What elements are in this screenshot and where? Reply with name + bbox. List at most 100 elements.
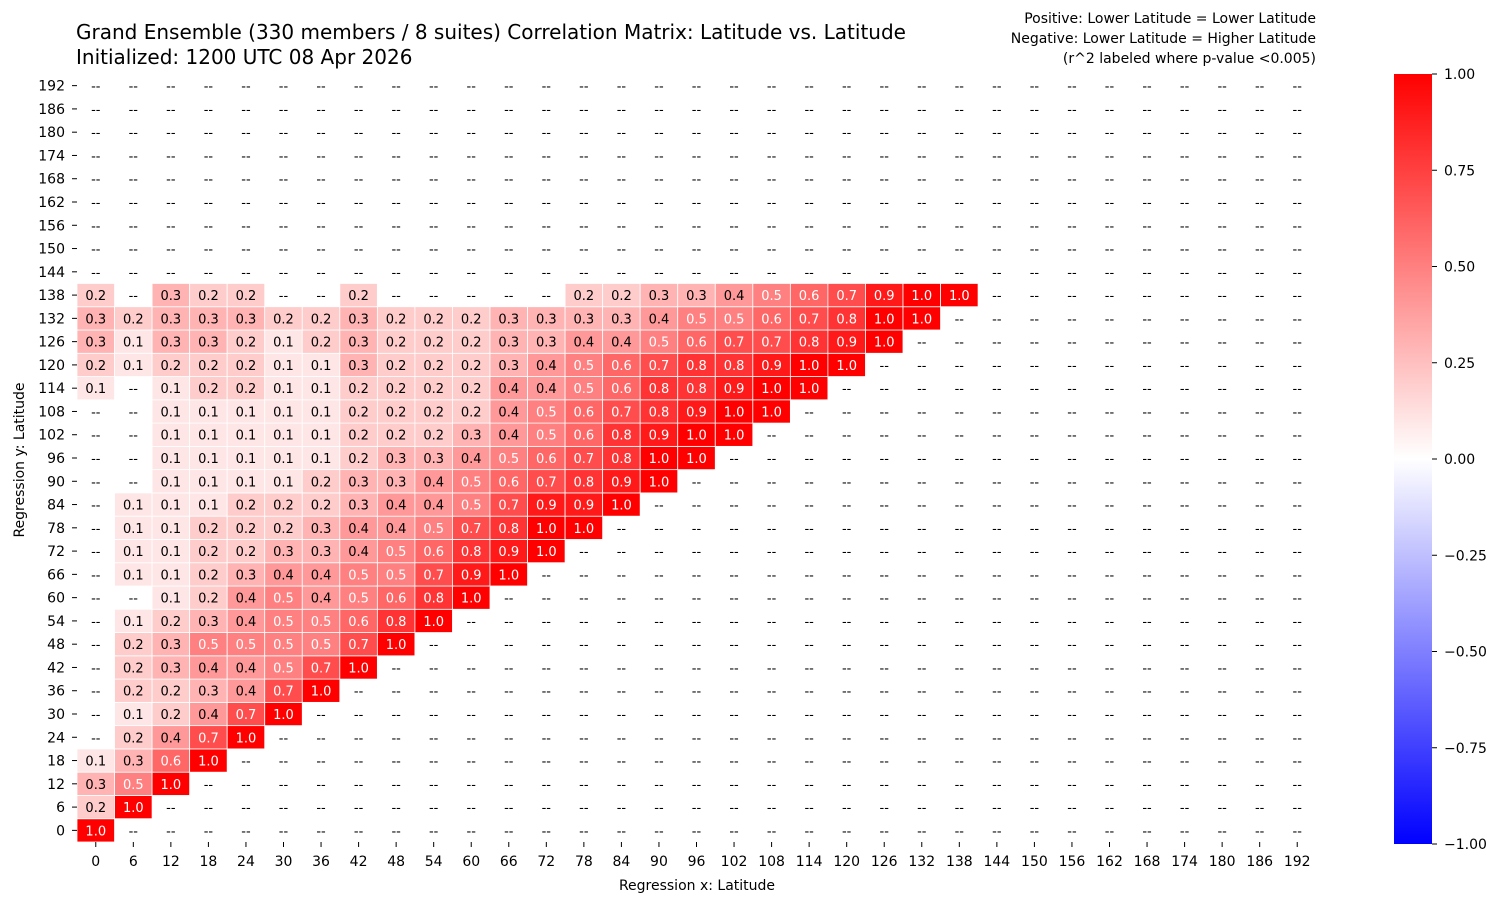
cell-missing-label: -- <box>91 615 101 630</box>
cell-missing-label: -- <box>279 196 289 211</box>
cell-missing-label: -- <box>429 685 439 700</box>
cell-missing-label: -- <box>617 801 627 816</box>
cell-value-label: 0.5 <box>348 592 369 607</box>
cell-missing-label: -- <box>1180 382 1190 397</box>
cell-missing-label: -- <box>917 545 927 560</box>
cell-missing-label: -- <box>1067 755 1077 770</box>
cell-missing-label: -- <box>1142 499 1152 514</box>
cell-missing-label: -- <box>1293 336 1303 351</box>
y-axis-label: Regression y: Latitude <box>12 382 28 537</box>
cell-missing-label: -- <box>391 219 401 234</box>
cell-value-label: 0.3 <box>649 289 670 304</box>
cell-missing-label: -- <box>129 452 139 467</box>
cell-value-label: 0.2 <box>161 359 182 374</box>
cell-missing-label: -- <box>1067 592 1077 607</box>
cell-missing-label: -- <box>1142 196 1152 211</box>
cell-value-label: 1.0 <box>536 545 557 560</box>
cell-missing-label: -- <box>617 80 627 95</box>
cell-missing-label: -- <box>504 243 514 258</box>
cell-missing-label: -- <box>1030 475 1040 490</box>
cell-missing-label: -- <box>917 755 927 770</box>
cell-missing-label: -- <box>880 405 890 420</box>
cell-missing-label: -- <box>1255 731 1265 746</box>
cell-missing-label: -- <box>129 475 139 490</box>
cell-missing-label: -- <box>1030 196 1040 211</box>
cell-value-label: 0.8 <box>686 382 707 397</box>
cell-missing-label: -- <box>1293 685 1303 700</box>
cell-missing-label: -- <box>1293 359 1303 374</box>
cell-missing-label: -- <box>1217 592 1227 607</box>
cell-missing-label: -- <box>542 126 552 141</box>
cell-missing-label: -- <box>617 731 627 746</box>
cell-missing-label: -- <box>804 592 814 607</box>
cell-missing-label: -- <box>917 103 927 118</box>
cell-missing-label: -- <box>729 592 739 607</box>
cell-missing-label: -- <box>1217 382 1227 397</box>
cell-missing-label: -- <box>1180 266 1190 281</box>
cell-missing-label: -- <box>617 568 627 583</box>
cell-missing-label: -- <box>129 382 139 397</box>
y-tick-label: 180 <box>38 125 65 141</box>
cell-missing-label: -- <box>767 219 777 234</box>
cell-missing-label: -- <box>1030 824 1040 839</box>
cell-value-label: 0.6 <box>161 755 182 770</box>
cell-value-label: 0.7 <box>311 661 332 676</box>
cell-missing-label: -- <box>1293 499 1303 514</box>
cell-missing-label: -- <box>316 708 326 723</box>
cell-missing-label: -- <box>992 312 1002 327</box>
cell-missing-label: -- <box>1180 638 1190 653</box>
cell-missing-label: -- <box>880 615 890 630</box>
cell-missing-label: -- <box>1030 731 1040 746</box>
cell-missing-label: -- <box>617 615 627 630</box>
cell-missing-label: -- <box>316 219 326 234</box>
cell-missing-label: -- <box>504 103 514 118</box>
cell-missing-label: -- <box>955 336 965 351</box>
cell-missing-label: -- <box>391 196 401 211</box>
cell-value-label: 0.5 <box>273 615 294 630</box>
cell-missing-label: -- <box>617 708 627 723</box>
cell-missing-label: -- <box>992 266 1002 281</box>
colorbar-tick-label: 0.75 <box>1444 163 1475 179</box>
cell-missing-label: -- <box>880 103 890 118</box>
cell-missing-label: -- <box>1030 708 1040 723</box>
cell-missing-label: -- <box>654 149 664 164</box>
cell-missing-label: -- <box>654 824 664 839</box>
cell-value-label: 1.0 <box>874 312 895 327</box>
cell-missing-label: -- <box>1293 708 1303 723</box>
cell-value-label: 1.0 <box>161 778 182 793</box>
cell-missing-label: -- <box>992 382 1002 397</box>
cell-missing-label: -- <box>91 499 101 514</box>
cell-missing-label: -- <box>880 499 890 514</box>
cell-missing-label: -- <box>1255 103 1265 118</box>
cell-missing-label: -- <box>467 103 477 118</box>
cell-value-label: 0.1 <box>123 568 144 583</box>
cell-value-label: 0.6 <box>348 615 369 630</box>
cell-missing-label: -- <box>1180 243 1190 258</box>
cell-missing-label: -- <box>992 243 1002 258</box>
cell-missing-label: -- <box>692 824 702 839</box>
cell-missing-label: -- <box>1255 359 1265 374</box>
cell-missing-label: -- <box>617 592 627 607</box>
cell-missing-label: -- <box>992 824 1002 839</box>
cell-missing-label: -- <box>1067 336 1077 351</box>
cell-missing-label: -- <box>1217 243 1227 258</box>
cell-missing-label: -- <box>504 126 514 141</box>
cell-missing-label: -- <box>467 801 477 816</box>
cell-missing-label: -- <box>729 522 739 537</box>
cell-value-label: 0.1 <box>311 405 332 420</box>
cell-missing-label: -- <box>429 778 439 793</box>
cell-missing-label: -- <box>542 661 552 676</box>
cell-missing-label: -- <box>429 708 439 723</box>
cell-value-label: 0.8 <box>686 359 707 374</box>
cell-value-label: 0.5 <box>311 615 332 630</box>
cell-missing-label: -- <box>1255 499 1265 514</box>
cell-missing-label: -- <box>467 778 477 793</box>
cell-missing-label: -- <box>1142 824 1152 839</box>
cell-missing-label: -- <box>1105 731 1115 746</box>
cell-missing-label: -- <box>391 266 401 281</box>
cell-missing-label: -- <box>542 685 552 700</box>
cell-missing-label: -- <box>542 266 552 281</box>
cell-value-label: 1.0 <box>799 382 820 397</box>
cell-missing-label: -- <box>880 149 890 164</box>
cell-missing-label: -- <box>1030 405 1040 420</box>
